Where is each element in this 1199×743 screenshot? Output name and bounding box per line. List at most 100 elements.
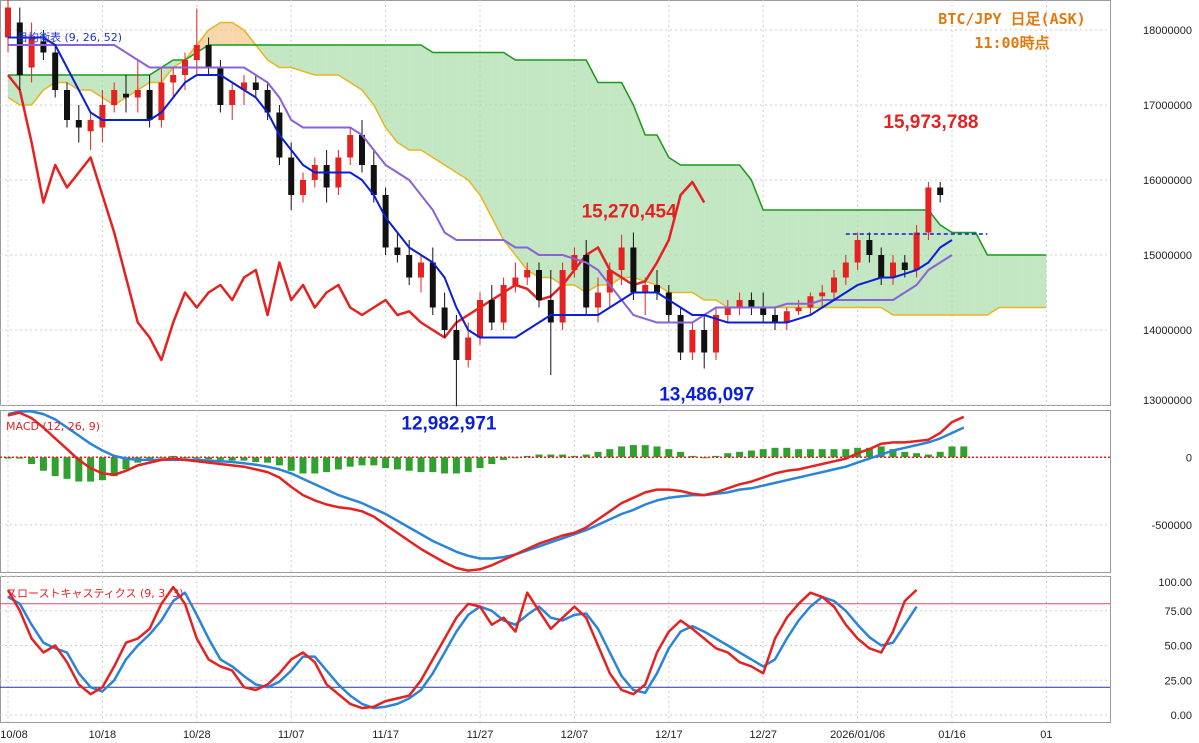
stoch-legend-label: スローストキャスティクス (9, 3, 3) bbox=[6, 587, 184, 600]
candle-body bbox=[406, 255, 413, 278]
candle-body bbox=[418, 262, 424, 278]
kumo-segment bbox=[598, 82, 610, 285]
candle-body bbox=[595, 292, 601, 308]
kumo-segment bbox=[303, 45, 315, 75]
kumo-segment bbox=[78, 75, 91, 90]
candle-body bbox=[783, 311, 790, 323]
macd-histogram-bar bbox=[358, 457, 366, 466]
candle-body bbox=[5, 7, 11, 38]
candle-body bbox=[28, 37, 35, 68]
macd-histogram-bar bbox=[877, 446, 885, 458]
candle-body bbox=[842, 262, 849, 278]
candle-body bbox=[901, 262, 908, 270]
candle-body bbox=[890, 262, 896, 278]
kumo-segment bbox=[161, 60, 174, 83]
candle-body bbox=[264, 90, 271, 113]
candle-body bbox=[64, 90, 70, 120]
kumo-segment bbox=[586, 60, 598, 293]
kumo-segment bbox=[291, 45, 303, 72]
macd-histogram-bar bbox=[665, 449, 673, 458]
kumo-segment bbox=[609, 82, 622, 285]
kumo-segment bbox=[373, 45, 386, 128]
candle-body bbox=[217, 67, 224, 105]
kumo-segment bbox=[362, 45, 374, 105]
ichimoku-legend-label: 一目均衡表 (9, 26, 52) bbox=[6, 30, 122, 44]
macd-histogram-bar bbox=[523, 455, 531, 458]
candle-body bbox=[370, 165, 377, 195]
kumo-segment bbox=[480, 52, 492, 218]
stoch-y-tick-label: 75.00 bbox=[1164, 606, 1192, 618]
macd-histogram-bar bbox=[677, 451, 685, 458]
macd-histogram-bar bbox=[405, 457, 413, 471]
candle-body bbox=[819, 292, 826, 297]
stoch-y-tick-label: 0.00 bbox=[1171, 710, 1192, 722]
macd-histogram-bar bbox=[570, 455, 578, 458]
kijun-line bbox=[8, 36, 953, 339]
candle-body bbox=[16, 22, 23, 75]
kumo-segment bbox=[645, 135, 657, 285]
macd-histogram-bar bbox=[629, 445, 637, 458]
macd-histogram-bar bbox=[476, 457, 484, 469]
kumo-segment bbox=[491, 52, 504, 240]
candle-body bbox=[146, 90, 153, 120]
kumo-segment bbox=[279, 45, 292, 68]
kumo-segment bbox=[633, 105, 646, 282]
chart-subtitle: 11:00時点 bbox=[974, 34, 1049, 52]
x-tick-label: 11/17 bbox=[372, 729, 399, 741]
candle-body bbox=[547, 300, 554, 323]
candle-body bbox=[795, 307, 802, 312]
kumo-segment bbox=[869, 210, 882, 308]
macd-histogram-bar bbox=[464, 457, 472, 473]
kumo-segment bbox=[751, 180, 764, 308]
macd-histogram-bar bbox=[582, 454, 590, 458]
x-tick-label: 10/18 bbox=[89, 729, 117, 741]
candle-body bbox=[300, 180, 306, 195]
tenkan-line bbox=[8, 44, 953, 324]
candle-body bbox=[724, 307, 731, 315]
candle-body bbox=[488, 300, 495, 323]
x-tick-label: 11/27 bbox=[467, 729, 494, 741]
kumo-segment bbox=[397, 45, 410, 150]
macd-histogram-bar bbox=[724, 453, 732, 458]
macd-histogram-bar bbox=[618, 446, 626, 458]
x-tick-label: 10/08 bbox=[0, 729, 28, 741]
kumo-segment bbox=[550, 60, 563, 285]
stoch-k-line bbox=[6, 585, 918, 710]
macd-histogram-bar bbox=[252, 457, 260, 462]
macd-histogram-bar bbox=[901, 451, 909, 458]
candle-body bbox=[642, 285, 649, 293]
candle-body bbox=[701, 330, 708, 353]
x-tick-label: 12/27 bbox=[749, 729, 777, 741]
kumo-segment bbox=[468, 52, 480, 195]
macd-histogram-bar bbox=[441, 457, 449, 474]
macd-histogram-bar bbox=[228, 457, 236, 461]
macd-histogram-bar bbox=[818, 449, 826, 458]
candle-body bbox=[512, 277, 519, 285]
macd-histogram-bar bbox=[889, 449, 897, 458]
candle-body bbox=[193, 45, 200, 60]
kumo-segment bbox=[456, 52, 469, 180]
kumo-segment bbox=[444, 52, 457, 173]
panel-frame-2 bbox=[0, 410, 1111, 573]
candle-body bbox=[347, 135, 354, 158]
x-tick-label: 11/07 bbox=[278, 729, 305, 741]
candle-body bbox=[618, 247, 625, 270]
candle-body bbox=[831, 277, 837, 293]
candle-body bbox=[713, 315, 719, 353]
kumo-segment bbox=[999, 255, 1011, 308]
macd-histogram-bar bbox=[795, 449, 803, 458]
kumo-segment bbox=[267, 45, 280, 68]
price-y-tick-label: 15000000 bbox=[1143, 250, 1192, 262]
kumo-segment bbox=[1011, 255, 1023, 308]
candle-body bbox=[453, 330, 460, 360]
macd-histogram-bar bbox=[429, 457, 437, 473]
price-annotation: 15,973,788 bbox=[883, 112, 978, 133]
kumo-segment bbox=[574, 60, 587, 293]
candle-body bbox=[665, 292, 672, 315]
x-tick-label: 12/17 bbox=[655, 729, 683, 741]
macd-histogram-bar bbox=[28, 457, 36, 464]
kumo-segment bbox=[350, 45, 362, 90]
candle-body bbox=[536, 270, 542, 300]
candle-body bbox=[583, 255, 590, 308]
macd-histogram-bar bbox=[759, 449, 767, 458]
